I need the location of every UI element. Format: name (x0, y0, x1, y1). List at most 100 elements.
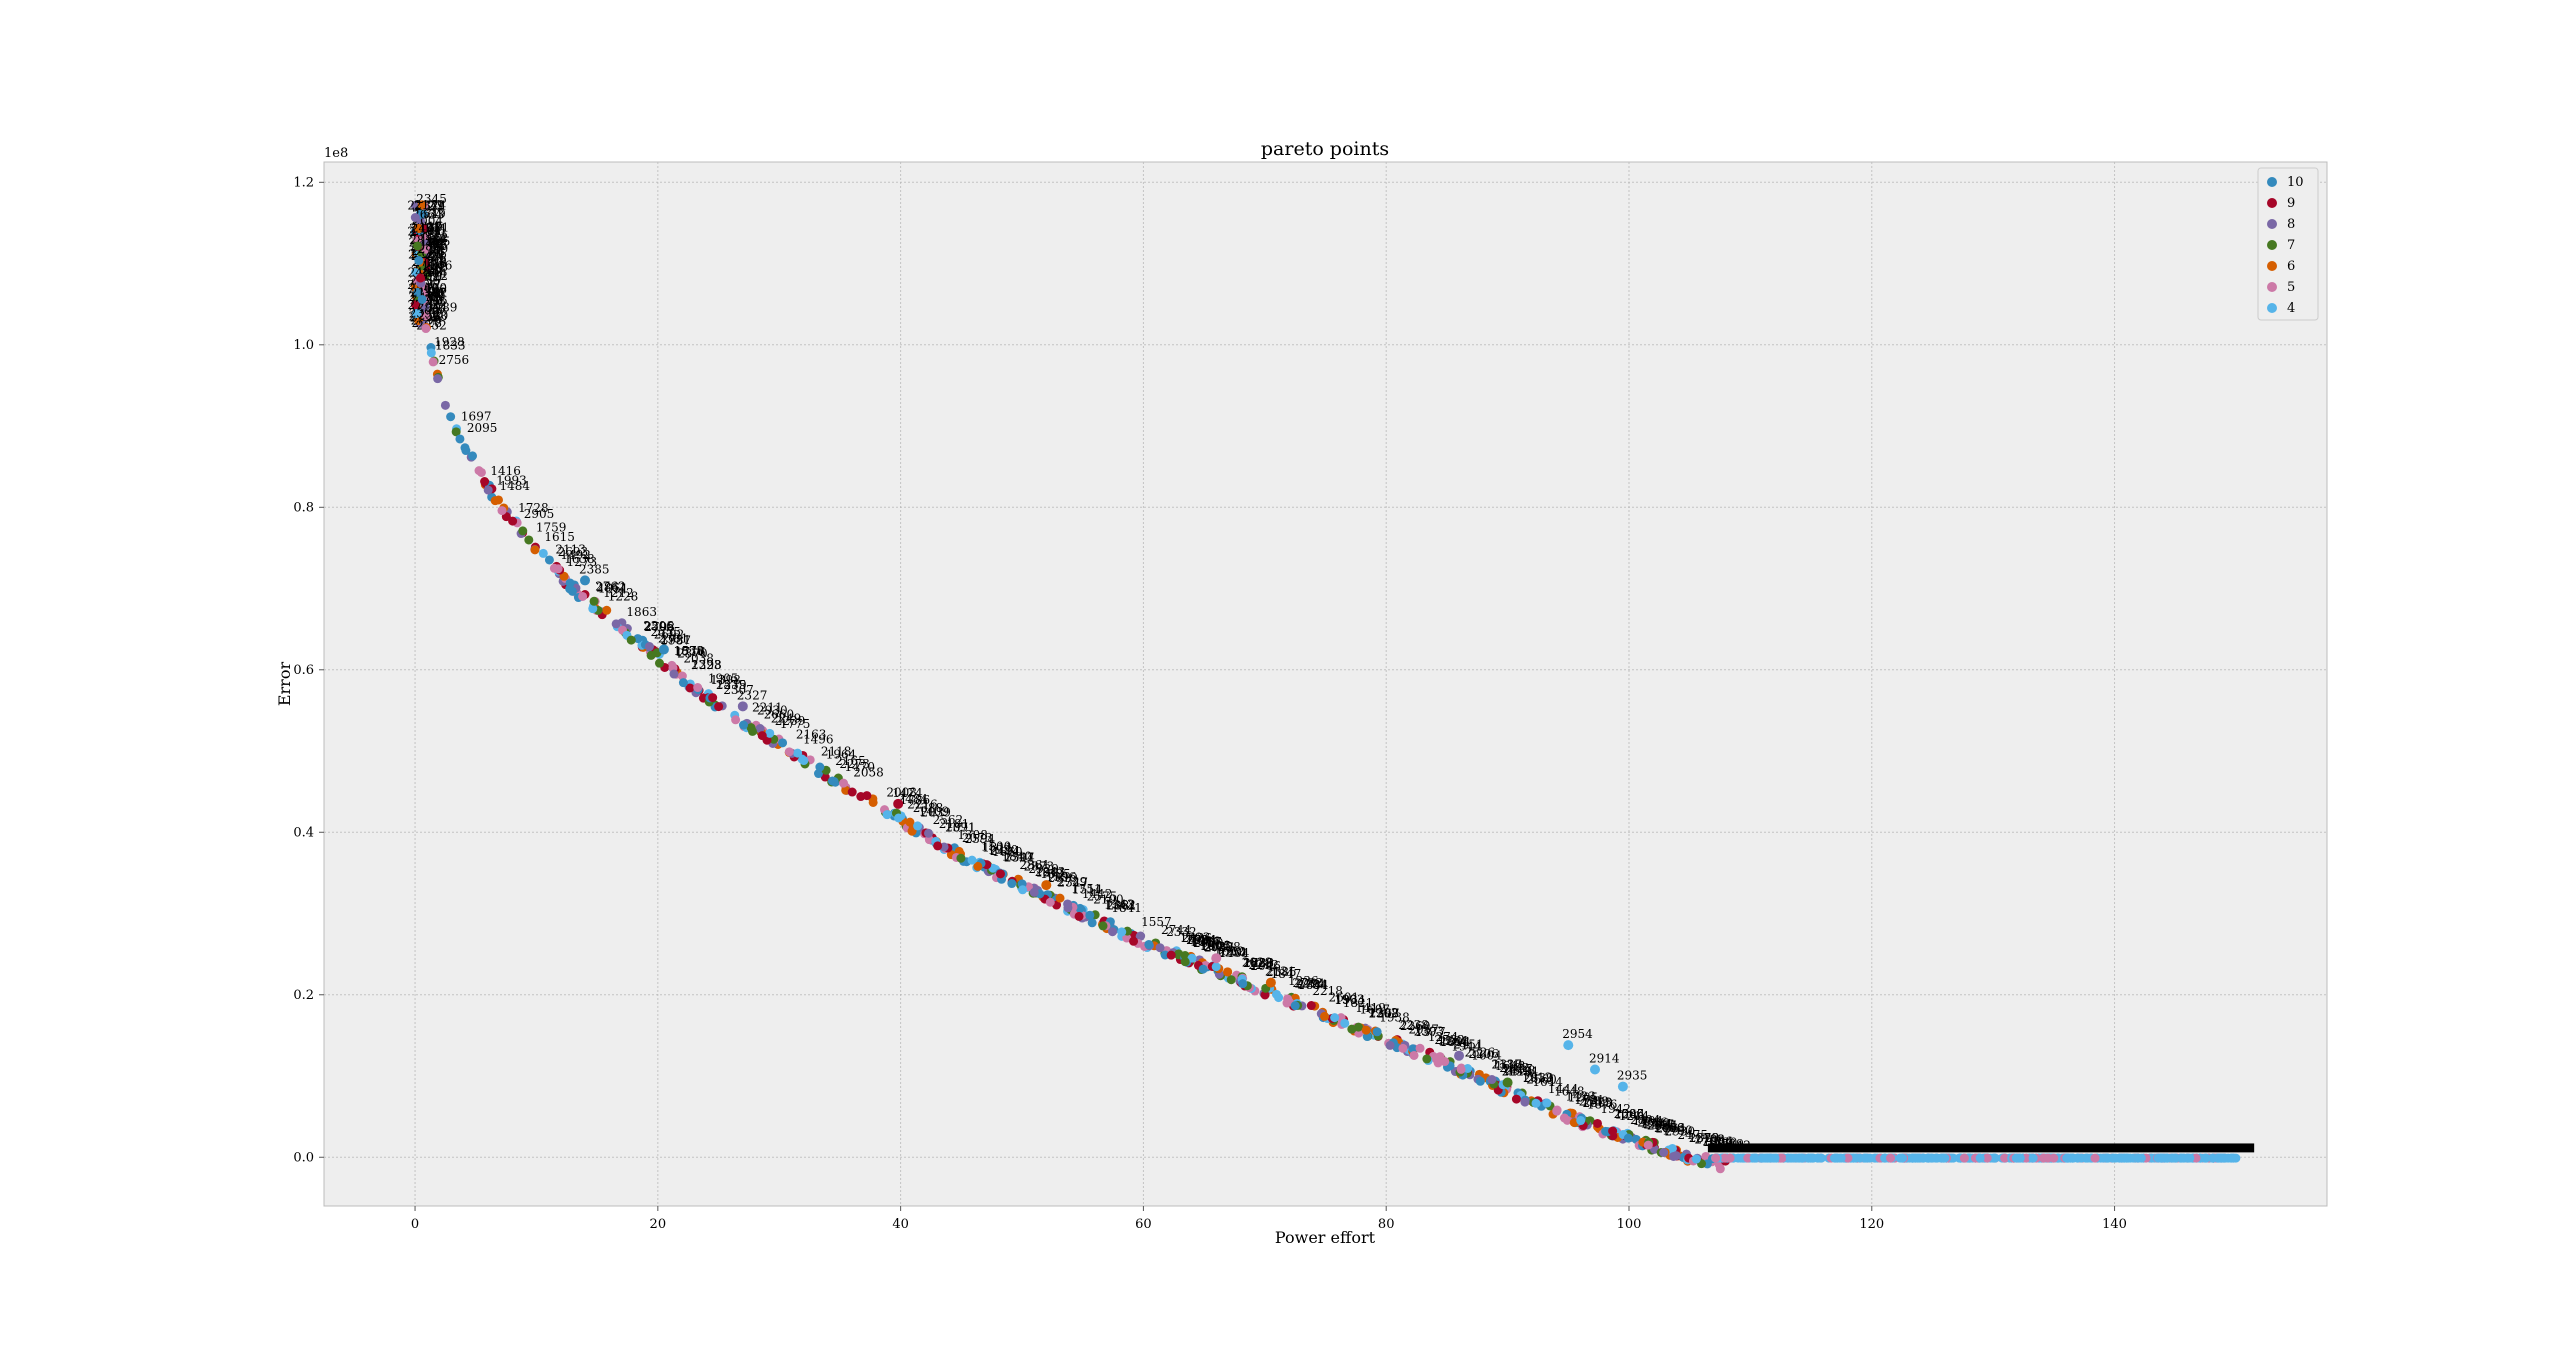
data-point (413, 241, 423, 251)
data-point (602, 605, 612, 615)
point-label: 2692 (654, 628, 685, 642)
point-label: 1964 (826, 748, 857, 762)
point-label: 2905 (524, 507, 555, 521)
point-label: 2756 (439, 353, 470, 367)
data-point (2125, 1153, 2135, 1163)
point-label: 1500 (981, 840, 1012, 854)
x-tick-label: 80 (1378, 1217, 1395, 1232)
x-tick-label: 40 (892, 1217, 909, 1232)
annotated-points: 2954291429351474238123272385213112982151… (579, 562, 1647, 1092)
point-label: 1944 (1451, 1040, 1482, 1054)
point-label: 2239 (775, 714, 806, 728)
x-tick-label: 60 (1135, 1217, 1152, 1232)
point-label: 1648 (1554, 1084, 1585, 1098)
legend-label: 10 (2287, 175, 2304, 190)
data-point (669, 669, 679, 679)
data-point (565, 584, 575, 594)
point-label: 1912 (1522, 1071, 1553, 1085)
data-point (731, 715, 741, 725)
point-label: 1236 (1288, 974, 1319, 988)
point-label: 1821 (1343, 996, 1374, 1010)
annotated-point (658, 644, 669, 655)
data-point (2028, 1153, 2038, 1163)
data-point (2185, 1153, 2195, 1163)
point-label: 2984 (1186, 933, 1217, 947)
data-point (2133, 1153, 2143, 1163)
y-tick-label: 0.4 (293, 825, 314, 840)
data-point (1055, 893, 1065, 903)
data-point (420, 302, 430, 312)
point-label: 1942 (1600, 1102, 1631, 1116)
point-label: 1607 (1359, 1003, 1390, 1017)
data-point (421, 311, 431, 321)
point-label: 1352 (1640, 1116, 1671, 1130)
point-label: 2249 (771, 712, 802, 726)
x-tick-label: 100 (1617, 1217, 1642, 1232)
data-point (1135, 931, 1145, 941)
data-point (433, 374, 443, 384)
point-label: 2762 (595, 579, 626, 593)
point-label: 2619 (1047, 871, 1078, 885)
legend: 10 9 8 7 6 5 4 (2257, 167, 2319, 321)
data-point (1463, 1063, 1473, 1073)
data-point (2011, 1153, 2021, 1163)
point-label: 2385 (1266, 965, 1297, 979)
data-point (1409, 1050, 1419, 1060)
data-point (410, 213, 420, 223)
point-label: 1721 (1574, 1093, 1605, 1107)
data-point (588, 604, 598, 614)
point-label: 2347 (1058, 876, 1089, 890)
point-label: 1938 (1379, 1011, 1410, 1025)
point-label: 2345 (416, 192, 447, 206)
point-label: 1652 (1214, 944, 1245, 958)
point-label: 2708 (1694, 1133, 1725, 1147)
point-label: 2238 (1398, 1018, 1429, 1032)
data-point (967, 855, 977, 865)
data-point (1749, 1153, 1759, 1163)
annotated-point (1211, 953, 1222, 964)
x-axis-ticks: 0 20 40 60 80 100 120 140 (411, 1206, 2127, 1232)
point-label: 2211 (752, 700, 783, 714)
point-label: 1615 (544, 530, 575, 544)
data-point (415, 273, 425, 283)
data-point (1226, 975, 1236, 985)
point-label: 2732 (1292, 976, 1323, 990)
point-label: 1283 (1244, 956, 1275, 970)
point-label: 2494 (990, 844, 1021, 858)
point-label: 1377 (1415, 1025, 1446, 1039)
y-tick-label: 0.2 (293, 988, 314, 1003)
point-label: 1337 (1191, 935, 1222, 949)
annotated-point-label: 2914 (1589, 1052, 1620, 1066)
point-label: 2260 (1400, 1019, 1431, 1033)
point-label: 1492 (560, 548, 591, 562)
point-label: 2664 (412, 207, 443, 221)
data-point (553, 564, 563, 574)
data-point (2103, 1153, 2113, 1163)
point-label: 2447 (1644, 1117, 1675, 1131)
point-label: 2020 (1193, 936, 1224, 950)
point-label: 1308 (957, 828, 988, 842)
point-label: 2399 (409, 307, 440, 321)
data-point (1340, 1018, 1350, 1028)
point-label: 1604 (1471, 1048, 1502, 1062)
annotated-point (893, 798, 904, 809)
point-label: 1728 (518, 501, 549, 515)
annotated-point-label: 1298 (1210, 940, 1241, 954)
point-label: 1394 (1004, 851, 1035, 865)
data-point (2000, 1153, 2010, 1163)
data-point (1398, 1043, 1408, 1053)
annotated-point-label: 2410 (1502, 1065, 1533, 1079)
data-point (468, 451, 478, 461)
point-label: 2804 (1630, 1113, 1661, 1127)
data-point (1347, 1024, 1357, 1034)
point-label: 2784 (1297, 978, 1328, 992)
data-point (589, 596, 599, 606)
point-label: 2082 (1203, 940, 1234, 954)
data-point (411, 300, 421, 310)
point-label: 2307 (723, 683, 754, 697)
data-point (2228, 1153, 2238, 1163)
data-point (2191, 1153, 2201, 1163)
data-point (1456, 1064, 1466, 1074)
data-point (417, 294, 427, 304)
data-point (2208, 1153, 2218, 1163)
